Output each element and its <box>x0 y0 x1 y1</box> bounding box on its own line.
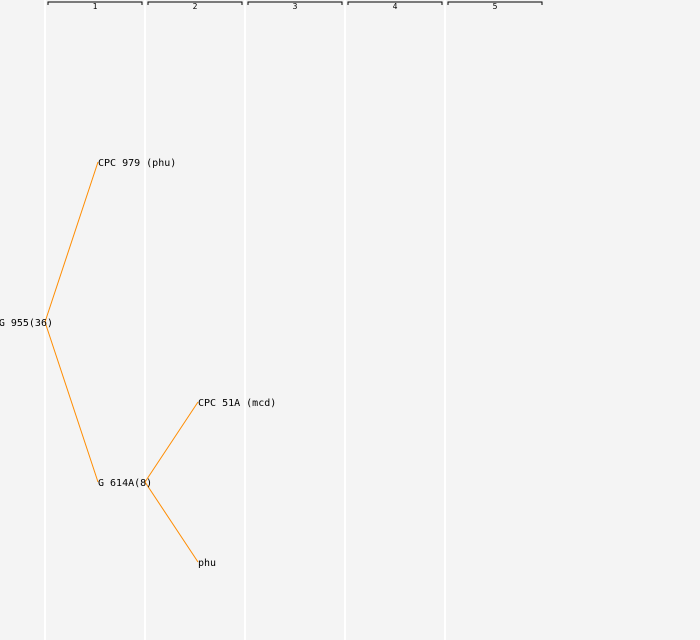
column-label: 4 <box>393 2 398 11</box>
tree-edge <box>44 321 99 483</box>
tree-edge <box>144 481 199 563</box>
tree-edge <box>144 401 199 483</box>
node-label: G 614A(8) <box>98 478 152 489</box>
column-bracket <box>147 1 243 5</box>
column-label: 2 <box>193 2 198 11</box>
column-label: 1 <box>93 2 98 11</box>
node-label: phu <box>198 558 216 569</box>
column-bracket <box>447 1 543 5</box>
column-bracket <box>347 1 443 5</box>
node-label: CPC 979 (phu) <box>98 158 176 169</box>
column-label: 3 <box>293 2 298 11</box>
tree-edge <box>44 161 99 323</box>
column-label: 5 <box>493 2 498 11</box>
node-label: CPC 51A (mcd) <box>198 398 276 409</box>
column-bracket <box>47 1 143 5</box>
column-bracket <box>247 1 343 5</box>
root-node-label: G 955(36) <box>0 318 53 329</box>
